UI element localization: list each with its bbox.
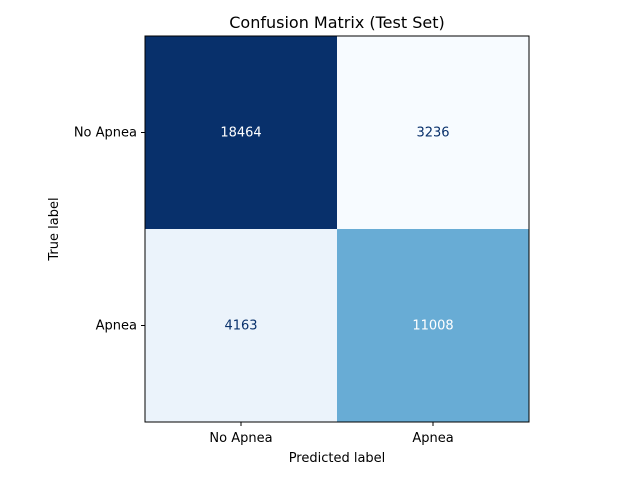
y-tick-label: No Apnea	[74, 126, 137, 141]
heatmap-cell	[337, 36, 530, 230]
cell-value-label: 3236	[416, 126, 449, 141]
heatmap-cells: 18464 3236 4163 11008	[145, 36, 530, 423]
cell-value-label: 11008	[412, 319, 453, 334]
y-axis-label: True label	[47, 197, 62, 261]
cell-value-label: 18464	[220, 126, 261, 141]
x-tick-label: No Apnea	[209, 431, 272, 446]
chart-title: Confusion Matrix (Test Set)	[229, 13, 444, 32]
plot-frame	[144, 35, 530, 423]
x-tick-label: Apnea	[412, 431, 453, 446]
axis-ticks: No Apnea Apnea No Apnea Apnea	[74, 126, 454, 447]
heatmap-cell	[145, 36, 338, 230]
x-axis-label: Predicted label	[289, 451, 386, 466]
heatmap-cell	[145, 229, 338, 423]
y-tick-label: Apnea	[96, 319, 137, 334]
cell-value-label: 4163	[224, 319, 257, 334]
heatmap-cell	[337, 229, 530, 423]
